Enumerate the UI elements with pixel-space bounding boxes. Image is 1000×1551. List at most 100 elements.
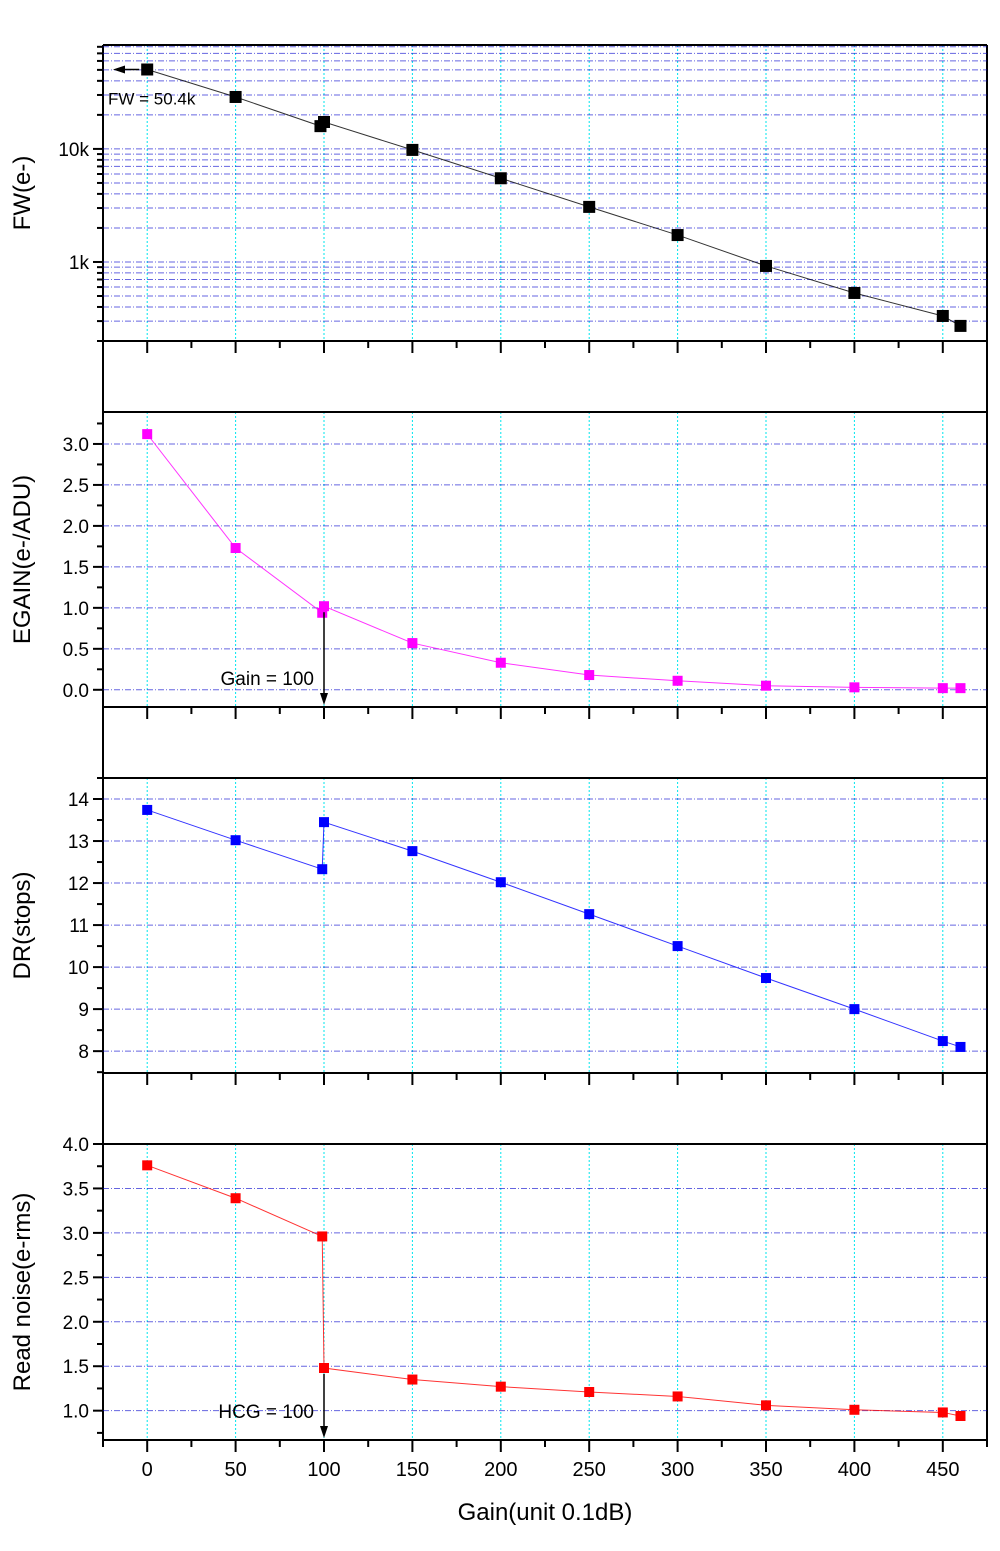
annotation-text: FW = 50.4k — [108, 89, 196, 108]
annotation-text: HCG = 100 — [218, 1402, 314, 1423]
y-tick-label: 2.5 — [63, 1268, 89, 1289]
x-tick-label: 250 — [573, 1459, 606, 1481]
y-tick-label: 1.0 — [63, 599, 89, 620]
data-point — [955, 1411, 966, 1421]
y-tick-label: 12 — [68, 874, 89, 895]
y-tick-label: 1.5 — [63, 1357, 89, 1378]
y-tick-label: 1.0 — [63, 1402, 89, 1423]
y-axis-label: Read noise(e-rms) — [9, 1193, 36, 1392]
series-line — [147, 1164, 961, 1417]
series-line — [146, 433, 961, 689]
data-point — [937, 1407, 948, 1418]
y-tick-label: 9 — [78, 1000, 89, 1021]
y-tick-label: 4.0 — [63, 1135, 89, 1156]
data-point — [495, 1381, 506, 1392]
data-point — [141, 63, 154, 76]
y-tick-label: 2.0 — [63, 1313, 89, 1334]
y-tick-label: 10k — [58, 140, 89, 161]
x-tick-label: 350 — [749, 1459, 782, 1481]
data-point — [849, 1004, 860, 1015]
data-point — [406, 143, 419, 156]
series-line — [147, 809, 961, 1048]
data-point — [671, 229, 684, 242]
y-tick-label: 0.0 — [63, 681, 89, 702]
data-point — [319, 601, 329, 612]
data-point — [317, 1231, 328, 1242]
data-point — [319, 1363, 329, 1373]
arrow-head-icon — [113, 65, 125, 74]
data-point — [937, 1036, 948, 1047]
x-tick-label: 450 — [926, 1459, 959, 1481]
data-point — [672, 941, 683, 952]
y-tick-label: 2.0 — [63, 517, 89, 538]
data-point — [937, 683, 948, 694]
x-tick-label: 400 — [838, 1459, 871, 1481]
y-tick-label: 13 — [68, 832, 89, 853]
x-axis-label: Gain(unit 0.1dB) — [458, 1499, 633, 1526]
y-axis-label: DR(stops) — [9, 871, 36, 979]
data-point — [495, 877, 506, 888]
x-tick-label: 0 — [142, 1459, 153, 1481]
data-point — [407, 638, 418, 649]
y-tick-label: 0.5 — [63, 640, 89, 661]
y-tick-label: 1.5 — [63, 558, 89, 579]
data-point — [849, 1404, 860, 1415]
x-tick-label: 50 — [224, 1459, 246, 1481]
data-point — [230, 835, 241, 846]
y-axis-label: EGAIN(e-/ADU) — [9, 475, 36, 644]
panel-0: 1k 10k FW(e-) FW = 50.4k — [9, 44, 988, 353]
y-tick-label: 3.0 — [63, 1224, 89, 1245]
series-line — [147, 69, 961, 327]
data-point — [761, 680, 771, 691]
data-point — [954, 319, 967, 332]
y-tick-label: 1k — [69, 253, 90, 274]
data-point — [849, 682, 860, 693]
y-tick-label: 2.5 — [63, 476, 89, 497]
panel-1: 0.0 0.5 1.0 1.5 2.0 2.5 3.0 EGAIN(e-/ADU) Gain =… — [9, 411, 988, 719]
data-point — [672, 675, 683, 686]
x-tick-label: 150 — [396, 1459, 429, 1481]
annotation-text: Gain = 100 — [221, 669, 315, 690]
y-tick-label: 8 — [78, 1042, 89, 1063]
data-point — [495, 657, 506, 668]
data-point — [848, 286, 861, 299]
data-point — [584, 670, 595, 681]
data-point — [955, 1041, 966, 1052]
x-tick-label: 200 — [484, 1459, 517, 1481]
panel-3: 1.0 1.5 2.0 2.5 3.0 3.5 4.0 Read noise(e-rms) HC… — [9, 1135, 988, 1481]
y-tick-label: 14 — [68, 790, 90, 811]
y-tick-label: 11 — [69, 916, 89, 937]
data-point — [407, 1374, 418, 1385]
data-point — [142, 1160, 153, 1171]
data-point — [955, 683, 966, 694]
y-tick-label: 3.0 — [63, 435, 89, 456]
data-point — [230, 543, 241, 554]
y-tick-label: 10 — [68, 958, 89, 979]
y-axis-label: FW(e-) — [9, 156, 36, 231]
data-point — [760, 259, 772, 272]
data-point — [584, 1387, 595, 1397]
x-tick-label: 300 — [661, 1459, 694, 1481]
arrow-head-icon — [320, 693, 328, 705]
data-point — [761, 1400, 771, 1411]
data-point — [318, 115, 330, 128]
data-point — [494, 172, 507, 185]
panel-2: 8 9 10 11 12 13 14 DR(stops) — [9, 777, 988, 1085]
x-tick-label: 100 — [307, 1459, 340, 1481]
data-point — [230, 1193, 241, 1204]
data-point — [317, 607, 328, 618]
arrow-head-icon — [320, 1426, 328, 1438]
data-point — [761, 973, 771, 984]
data-point — [936, 309, 949, 322]
data-point — [317, 864, 328, 875]
data-point — [672, 1391, 683, 1402]
data-point — [142, 429, 153, 440]
y-tick-label: 3.5 — [63, 1179, 89, 1200]
data-point — [407, 846, 418, 857]
data-point — [583, 200, 596, 213]
data-point — [319, 817, 329, 828]
data-point — [229, 90, 242, 103]
data-point — [584, 909, 595, 920]
data-point — [142, 804, 153, 815]
